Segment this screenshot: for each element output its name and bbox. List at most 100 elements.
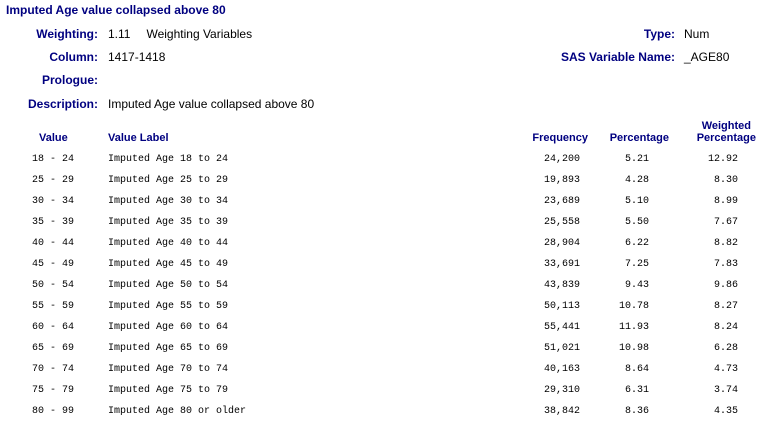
column-header-value-label: Value Label <box>108 132 169 144</box>
value-cell: 30 - 34 <box>32 196 75 207</box>
frequency-cell: 55,441 <box>543 322 580 333</box>
frequency-cell: 38,842 <box>543 406 580 417</box>
weighted-percentage-cell: 8.99 <box>713 196 738 207</box>
percentage-cell: 10.78 <box>618 301 649 312</box>
table-row: 35 - 39 Imputed Age 35 to 39 25,558 5.50 7.6… <box>0 212 764 233</box>
value-cell: 80 - 99 <box>32 406 75 417</box>
percentage-cell: 8.64 <box>624 364 649 375</box>
percentage-cell: 8.36 <box>624 406 649 417</box>
table-row: 55 - 59 Imputed Age 55 to 59 50,113 10.78 8.… <box>0 296 764 317</box>
type-value: Num <box>684 27 710 41</box>
value-cell: 35 - 39 <box>32 217 75 228</box>
weighted-percentage-cell: 3.74 <box>713 385 738 396</box>
value-label-cell: Imputed Age 75 to 79 <box>108 385 229 396</box>
frequency-cell: 40,163 <box>543 364 580 375</box>
value-cell: 45 - 49 <box>32 259 75 270</box>
value-cell: 18 - 24 <box>32 154 75 165</box>
type-label: Type: <box>643 27 675 41</box>
frequency-cell: 23,689 <box>543 196 580 207</box>
value-label-cell: Imputed Age 70 to 74 <box>108 364 229 375</box>
weighting-value: 1.11 Weighting Variables <box>108 27 252 41</box>
value-label-cell: Imputed Age 25 to 29 <box>108 175 229 186</box>
table-row: 18 - 24 Imputed Age 18 to 24 24,200 5.21 12.… <box>0 149 764 170</box>
table-row: 25 - 29 Imputed Age 25 to 29 19,893 4.28 8.3… <box>0 170 764 191</box>
table-row: 30 - 34 Imputed Age 30 to 34 23,689 5.10 8.9… <box>0 191 764 212</box>
frequency-cell: 51,021 <box>543 343 580 354</box>
table-row: 70 - 74 Imputed Age 70 to 74 40,163 8.64 4.7… <box>0 359 764 380</box>
table-row: 45 - 49 Imputed Age 45 to 49 33,691 7.25 7.8… <box>0 254 764 275</box>
percentage-cell: 6.22 <box>624 238 649 249</box>
weighted-percentage-cell: 7.83 <box>713 259 738 270</box>
table-row: 40 - 44 Imputed Age 40 to 44 28,904 6.22 8.8… <box>0 233 764 254</box>
column-header-value: Value <box>39 132 68 144</box>
weighting-number: 1.11 <box>108 27 131 41</box>
value-cell: 65 - 69 <box>32 343 75 354</box>
weighting-label: Weighting: <box>36 27 98 41</box>
weighted-percentage-cell: 8.82 <box>713 238 738 249</box>
frequency-cell: 24,200 <box>543 154 580 165</box>
value-cell: 70 - 74 <box>32 364 75 375</box>
weighted-percentage-cell: 7.67 <box>713 217 738 228</box>
percentage-cell: 5.50 <box>624 217 649 228</box>
column-label: Column: <box>49 50 98 64</box>
value-label-cell: Imputed Age 45 to 49 <box>108 259 229 270</box>
weighted-percentage-cell: 12.92 <box>707 154 738 165</box>
weighted-percentage-cell: 8.30 <box>713 175 738 186</box>
value-label-cell: Imputed Age 80 or older <box>108 406 247 417</box>
column-header-weighted-percentage: Weighted Percentage <box>697 120 756 144</box>
weighted-percentage-cell: 6.28 <box>713 343 738 354</box>
weighted-percentage-cell: 9.86 <box>713 280 738 291</box>
value-label-cell: Imputed Age 40 to 44 <box>108 238 229 249</box>
percentage-cell: 11.93 <box>618 322 649 333</box>
frequency-cell: 29,310 <box>543 385 580 396</box>
frequency-cell: 19,893 <box>543 175 580 186</box>
frequency-table: 18 - 24 Imputed Age 18 to 24 24,200 5.21 12.… <box>0 149 764 422</box>
percentage-cell: 9.43 <box>624 280 649 291</box>
percentage-cell: 10.98 <box>618 343 649 354</box>
value-cell: 60 - 64 <box>32 322 75 333</box>
percentage-cell: 7.25 <box>624 259 649 270</box>
table-row: 60 - 64 Imputed Age 60 to 64 55,441 11.93 8.… <box>0 317 764 338</box>
frequency-cell: 25,558 <box>543 217 580 228</box>
value-label-cell: Imputed Age 30 to 34 <box>108 196 229 207</box>
percentage-cell: 4.28 <box>624 175 649 186</box>
weighted-percentage-cell: 8.27 <box>713 301 738 312</box>
value-label-cell: Imputed Age 50 to 54 <box>108 280 229 291</box>
weighted-percentage-cell: 8.24 <box>713 322 738 333</box>
page-title: Imputed Age value collapsed above 80 <box>6 3 226 17</box>
value-label-cell: Imputed Age 55 to 59 <box>108 301 229 312</box>
value-label-cell: Imputed Age 60 to 64 <box>108 322 229 333</box>
column-header-frequency: Frequency <box>532 132 588 144</box>
percentage-cell: 6.31 <box>624 385 649 396</box>
frequency-cell: 33,691 <box>543 259 580 270</box>
frequency-cell: 50,113 <box>543 301 580 312</box>
column-value: 1417-1418 <box>108 50 166 64</box>
value-cell: 40 - 44 <box>32 238 75 249</box>
weighted-header-line1: Weighted <box>701 120 751 132</box>
table-row: 75 - 79 Imputed Age 75 to 79 29,310 6.31 3.7… <box>0 380 764 401</box>
column-header-percentage: Percentage <box>609 132 669 144</box>
weighted-percentage-cell: 4.73 <box>713 364 738 375</box>
description-value: Imputed Age value collapsed above 80 <box>108 97 315 111</box>
value-cell: 55 - 59 <box>32 301 75 312</box>
weighting-text: Weighting Variables <box>146 27 253 41</box>
value-cell: 25 - 29 <box>32 175 75 186</box>
value-label-cell: Imputed Age 65 to 69 <box>108 343 229 354</box>
sas-variable-name-value: _AGE80 <box>684 50 730 64</box>
weighted-header-line2: Percentage <box>696 132 756 144</box>
value-cell: 75 - 79 <box>32 385 75 396</box>
frequency-cell: 28,904 <box>543 238 580 249</box>
prologue-label: Prologue: <box>42 73 98 87</box>
table-row: 65 - 69 Imputed Age 65 to 69 51,021 10.98 6.… <box>0 338 764 359</box>
percentage-cell: 5.21 <box>624 154 649 165</box>
sas-variable-name-label: SAS Variable Name: <box>560 50 675 64</box>
frequency-cell: 43,839 <box>543 280 580 291</box>
weighted-percentage-cell: 4.35 <box>713 406 738 417</box>
value-label-cell: Imputed Age 18 to 24 <box>108 154 229 165</box>
description-label: Description: <box>27 97 98 111</box>
table-row: 80 - 99 Imputed Age 80 or older 38,842 8.36… <box>0 401 764 422</box>
value-cell: 50 - 54 <box>32 280 75 291</box>
table-row: 50 - 54 Imputed Age 50 to 54 43,839 9.43 9.8… <box>0 275 764 296</box>
percentage-cell: 5.10 <box>624 196 649 207</box>
value-label-cell: Imputed Age 35 to 39 <box>108 217 229 228</box>
